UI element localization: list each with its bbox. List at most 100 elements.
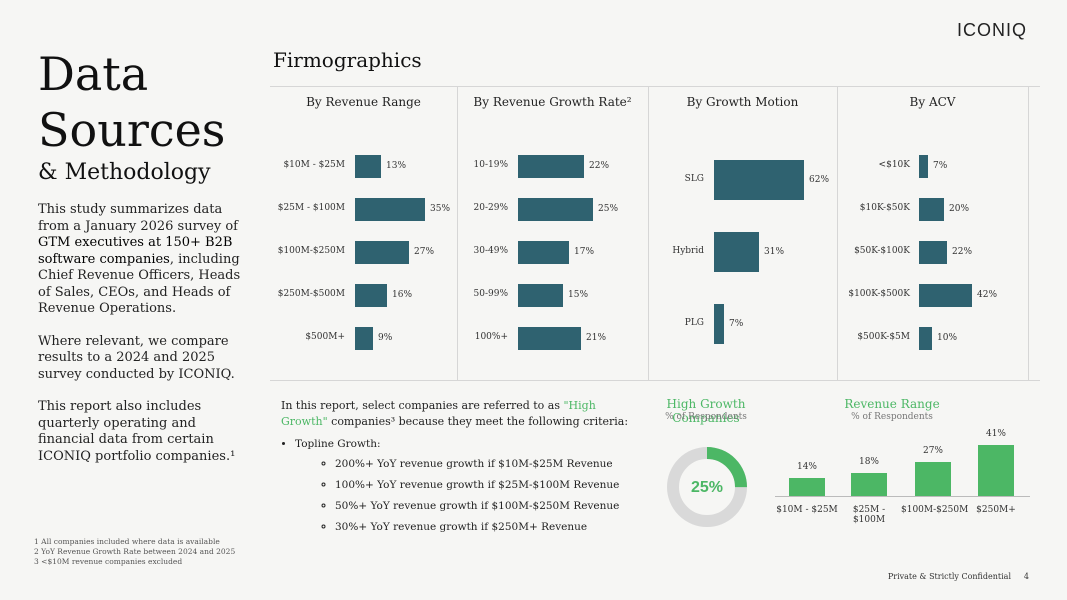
donut-subtitle: % of Respondents <box>665 412 747 422</box>
title-line-2: Sources <box>38 103 226 157</box>
bar <box>714 232 759 272</box>
bar-category-label: $500K-$5M <box>857 332 910 342</box>
intro-paragraph-1: This study summarizes data from a Januar… <box>38 202 248 318</box>
bar-value-label: 7% <box>933 161 948 171</box>
criteria-text: In this report, select companies are ref… <box>281 398 631 540</box>
bar <box>355 154 381 178</box>
bar-category-label: $100K-$500K <box>848 289 910 299</box>
grid-divider <box>270 86 1040 87</box>
bar <box>518 283 563 307</box>
bar-value-label: 42% <box>977 290 998 300</box>
bar-value-label: 35% <box>430 204 451 214</box>
section-title: Firmographics <box>273 48 422 72</box>
criteria-topline: Topline Growth: 200%+ YoY revenue growth… <box>295 436 631 535</box>
grid-divider <box>648 86 649 380</box>
donut-chart: 25% <box>667 447 747 527</box>
iconiq-logo: ICONIQ <box>956 20 1027 40</box>
bar-value-label: 15% <box>568 290 589 300</box>
criteria-sublist: 200%+ YoY revenue growth if $10M-$25M Re… <box>295 456 631 535</box>
column-bar <box>915 462 951 496</box>
bar <box>518 326 581 350</box>
bar <box>518 154 584 178</box>
grid-divider <box>270 380 1040 381</box>
grid-divider <box>837 86 838 380</box>
bar-value-label: 10% <box>937 333 958 343</box>
bar-value-label: 22% <box>589 161 610 171</box>
x-axis-line <box>775 496 1030 497</box>
bar <box>714 304 724 344</box>
grid-divider <box>457 86 458 380</box>
bar <box>355 240 409 264</box>
criteria-item: 100%+ YoY revenue growth if $25M-$100M R… <box>335 477 631 493</box>
bar-value-label: 9% <box>378 333 393 343</box>
donut-slice <box>667 447 747 527</box>
footnote-2: 2 YoY Revenue Growth Rate between 2024 a… <box>34 547 236 556</box>
bar <box>919 240 947 264</box>
bar <box>355 326 373 350</box>
criteria-item: 200%+ YoY revenue growth if $10M-$25M Re… <box>335 456 631 472</box>
bar-value-label: 27% <box>414 247 435 257</box>
chart-title-revenue-range: By Revenue Range <box>306 95 421 109</box>
column-bar <box>789 478 825 496</box>
criteria-item: 50%+ YoY revenue growth if $100M-$250M R… <box>335 498 631 514</box>
bar-category-label: 20-29% <box>473 203 509 213</box>
column-category-label: $10M - $25M <box>776 505 838 515</box>
intro-paragraph-2: Where relevant, we compare results to a … <box>38 333 235 382</box>
column-value-label: 18% <box>858 457 879 467</box>
criteria-intro-b: companies³ because they meet the followi… <box>327 415 629 428</box>
chart-title-growth-rate: By Revenue Growth Rate² <box>473 95 632 109</box>
bar-category-label: 30-49% <box>473 246 509 256</box>
bar-category-label: 100%+ <box>474 332 508 342</box>
footnote-3: 3 <$10M revenue companies excluded <box>34 557 183 566</box>
column-bar <box>851 473 887 496</box>
donut-title: High Growth Companies <box>666 397 746 425</box>
bar-value-label: 31% <box>764 247 785 257</box>
revenue-range-title: Revenue Range <box>844 397 940 411</box>
intro-paragraph-3: This report also includes quarterly oper… <box>38 399 236 464</box>
topline-label: Topline Growth: <box>295 438 381 450</box>
bar <box>518 240 569 264</box>
bar <box>518 197 593 221</box>
criteria-intro-a: In this report, select companies are ref… <box>281 399 564 412</box>
intro-text: This study summarizes data from a Januar… <box>38 202 248 481</box>
bar-value-label: 22% <box>952 247 973 257</box>
bar <box>919 326 932 350</box>
intro-text-c: , including Chief Revenue Officers, Head… <box>38 251 241 317</box>
bar-category-label: $500M+ <box>305 332 345 342</box>
title-line-1: Data <box>38 47 149 101</box>
column-category-label: $100M-$250M <box>901 505 969 515</box>
bar <box>919 283 972 307</box>
bar-value-label: 62% <box>809 175 830 185</box>
bar-category-label: 50-99% <box>473 289 509 299</box>
grid-divider <box>1028 86 1029 380</box>
bar <box>355 197 425 221</box>
bar-value-label: 25% <box>598 204 619 214</box>
criteria-intro: In this report, select companies are ref… <box>281 398 631 430</box>
bar-value-label: 21% <box>586 333 607 343</box>
intro-highlight: GTM executives at 150+ B2B software comp… <box>38 235 233 267</box>
column-value-label: 27% <box>922 446 943 456</box>
bar <box>714 160 804 200</box>
bar-category-label: $250M-$500M <box>277 289 345 299</box>
revenue-range-subtitle: % of Respondents <box>851 412 933 422</box>
bar-category-label: $10K-$50K <box>859 203 910 213</box>
column-bar <box>978 445 1014 496</box>
page-number: 4 <box>1023 572 1029 581</box>
bar-value-label: 13% <box>386 161 407 171</box>
column-category-label: $25M - $100M <box>852 505 886 525</box>
criteria-item: 30%+ YoY revenue growth if $250M+ Revenu… <box>335 519 631 535</box>
bar <box>355 283 387 307</box>
intro-text-a: This study summarizes data from a Januar… <box>38 202 238 234</box>
bar-category-label: Hybrid <box>672 246 704 256</box>
bar-category-label: $10M - $25M <box>283 160 345 170</box>
page-title: Data Sources <box>38 46 258 158</box>
bar-category-label: $25M - $100M <box>277 203 345 213</box>
donut-value-label: 25% <box>691 479 723 496</box>
bar <box>919 154 928 178</box>
bar-value-label: 17% <box>574 247 595 257</box>
bar-category-label: 10-19% <box>473 160 509 170</box>
column-category-label: $250M+ <box>976 505 1016 515</box>
footnote-1: 1 All companies included where data is a… <box>34 537 220 546</box>
chart-title-acv: By ACV <box>909 95 956 109</box>
chart-title-growth-motion: By Growth Motion <box>686 95 799 109</box>
